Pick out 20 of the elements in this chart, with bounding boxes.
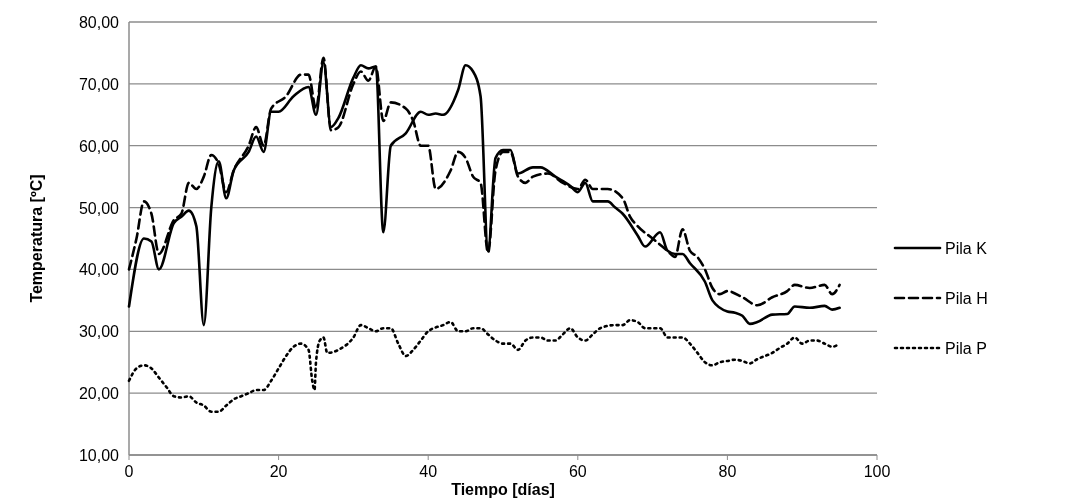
x-tick-label: 20 xyxy=(269,463,288,480)
y-tick-label: 70,00 xyxy=(78,75,120,93)
x-tick-label: 100 xyxy=(863,463,891,480)
x-tick-label: 40 xyxy=(419,463,438,480)
y-tick-label: 10,00 xyxy=(78,447,120,464)
y-tick-label: 60,00 xyxy=(78,137,120,155)
y-tick-label: 50,00 xyxy=(78,199,120,217)
x-tick-label: 0 xyxy=(124,463,134,480)
y-tick-label: 20,00 xyxy=(78,385,120,403)
legend-label: Pila P xyxy=(945,340,987,357)
y-tick-label: 40,00 xyxy=(78,261,120,279)
y-tick-label: 30,00 xyxy=(78,323,120,341)
legend-label: Pila K xyxy=(945,240,988,257)
line-series xyxy=(127,318,841,413)
x-tick-label: 80 xyxy=(718,463,737,480)
legend-label: Pila H xyxy=(945,290,988,307)
x-tick-label: 60 xyxy=(568,463,587,480)
x-axis-title: Tiempo [días] xyxy=(451,481,555,498)
y-tick-label: 80,00 xyxy=(78,14,120,31)
y-axis-title: Temperatura [ºC] xyxy=(28,174,45,303)
